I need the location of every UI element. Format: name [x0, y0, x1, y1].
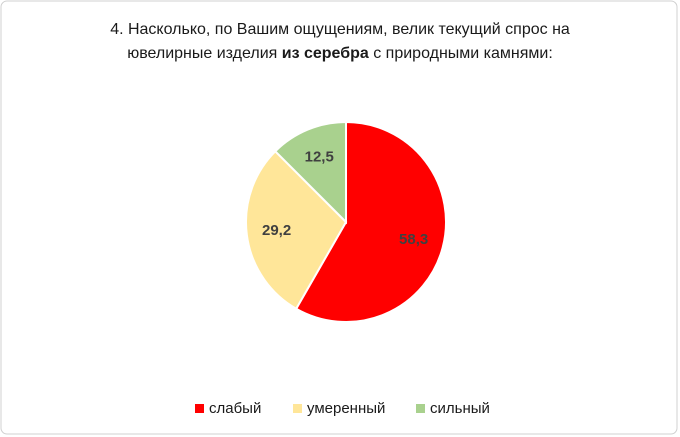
pie-slice	[245, 149, 348, 311]
title-part: из серебра	[282, 45, 369, 62]
pie-slice	[294, 120, 447, 323]
legend-swatch	[416, 404, 425, 413]
title-part: с природными камнями:	[369, 45, 553, 62]
legend-label: слабый	[209, 400, 261, 417]
legend-label: умеренный	[307, 400, 385, 417]
data-label: 12,5	[305, 148, 334, 165]
pie-slice	[273, 120, 347, 225]
title-part: ювелирные изделия	[127, 45, 282, 62]
legend-swatch	[195, 404, 204, 413]
legend-swatch	[293, 404, 302, 413]
data-label: 29,2	[262, 222, 291, 239]
legend-label: сильный	[430, 400, 490, 417]
data-label: 58,3	[399, 231, 428, 248]
chart-title: ювелирные изделия из серебра с природным…	[127, 45, 553, 62]
chart-title: 4. Насколько, по Вашим ощущениям, велик …	[110, 21, 570, 38]
